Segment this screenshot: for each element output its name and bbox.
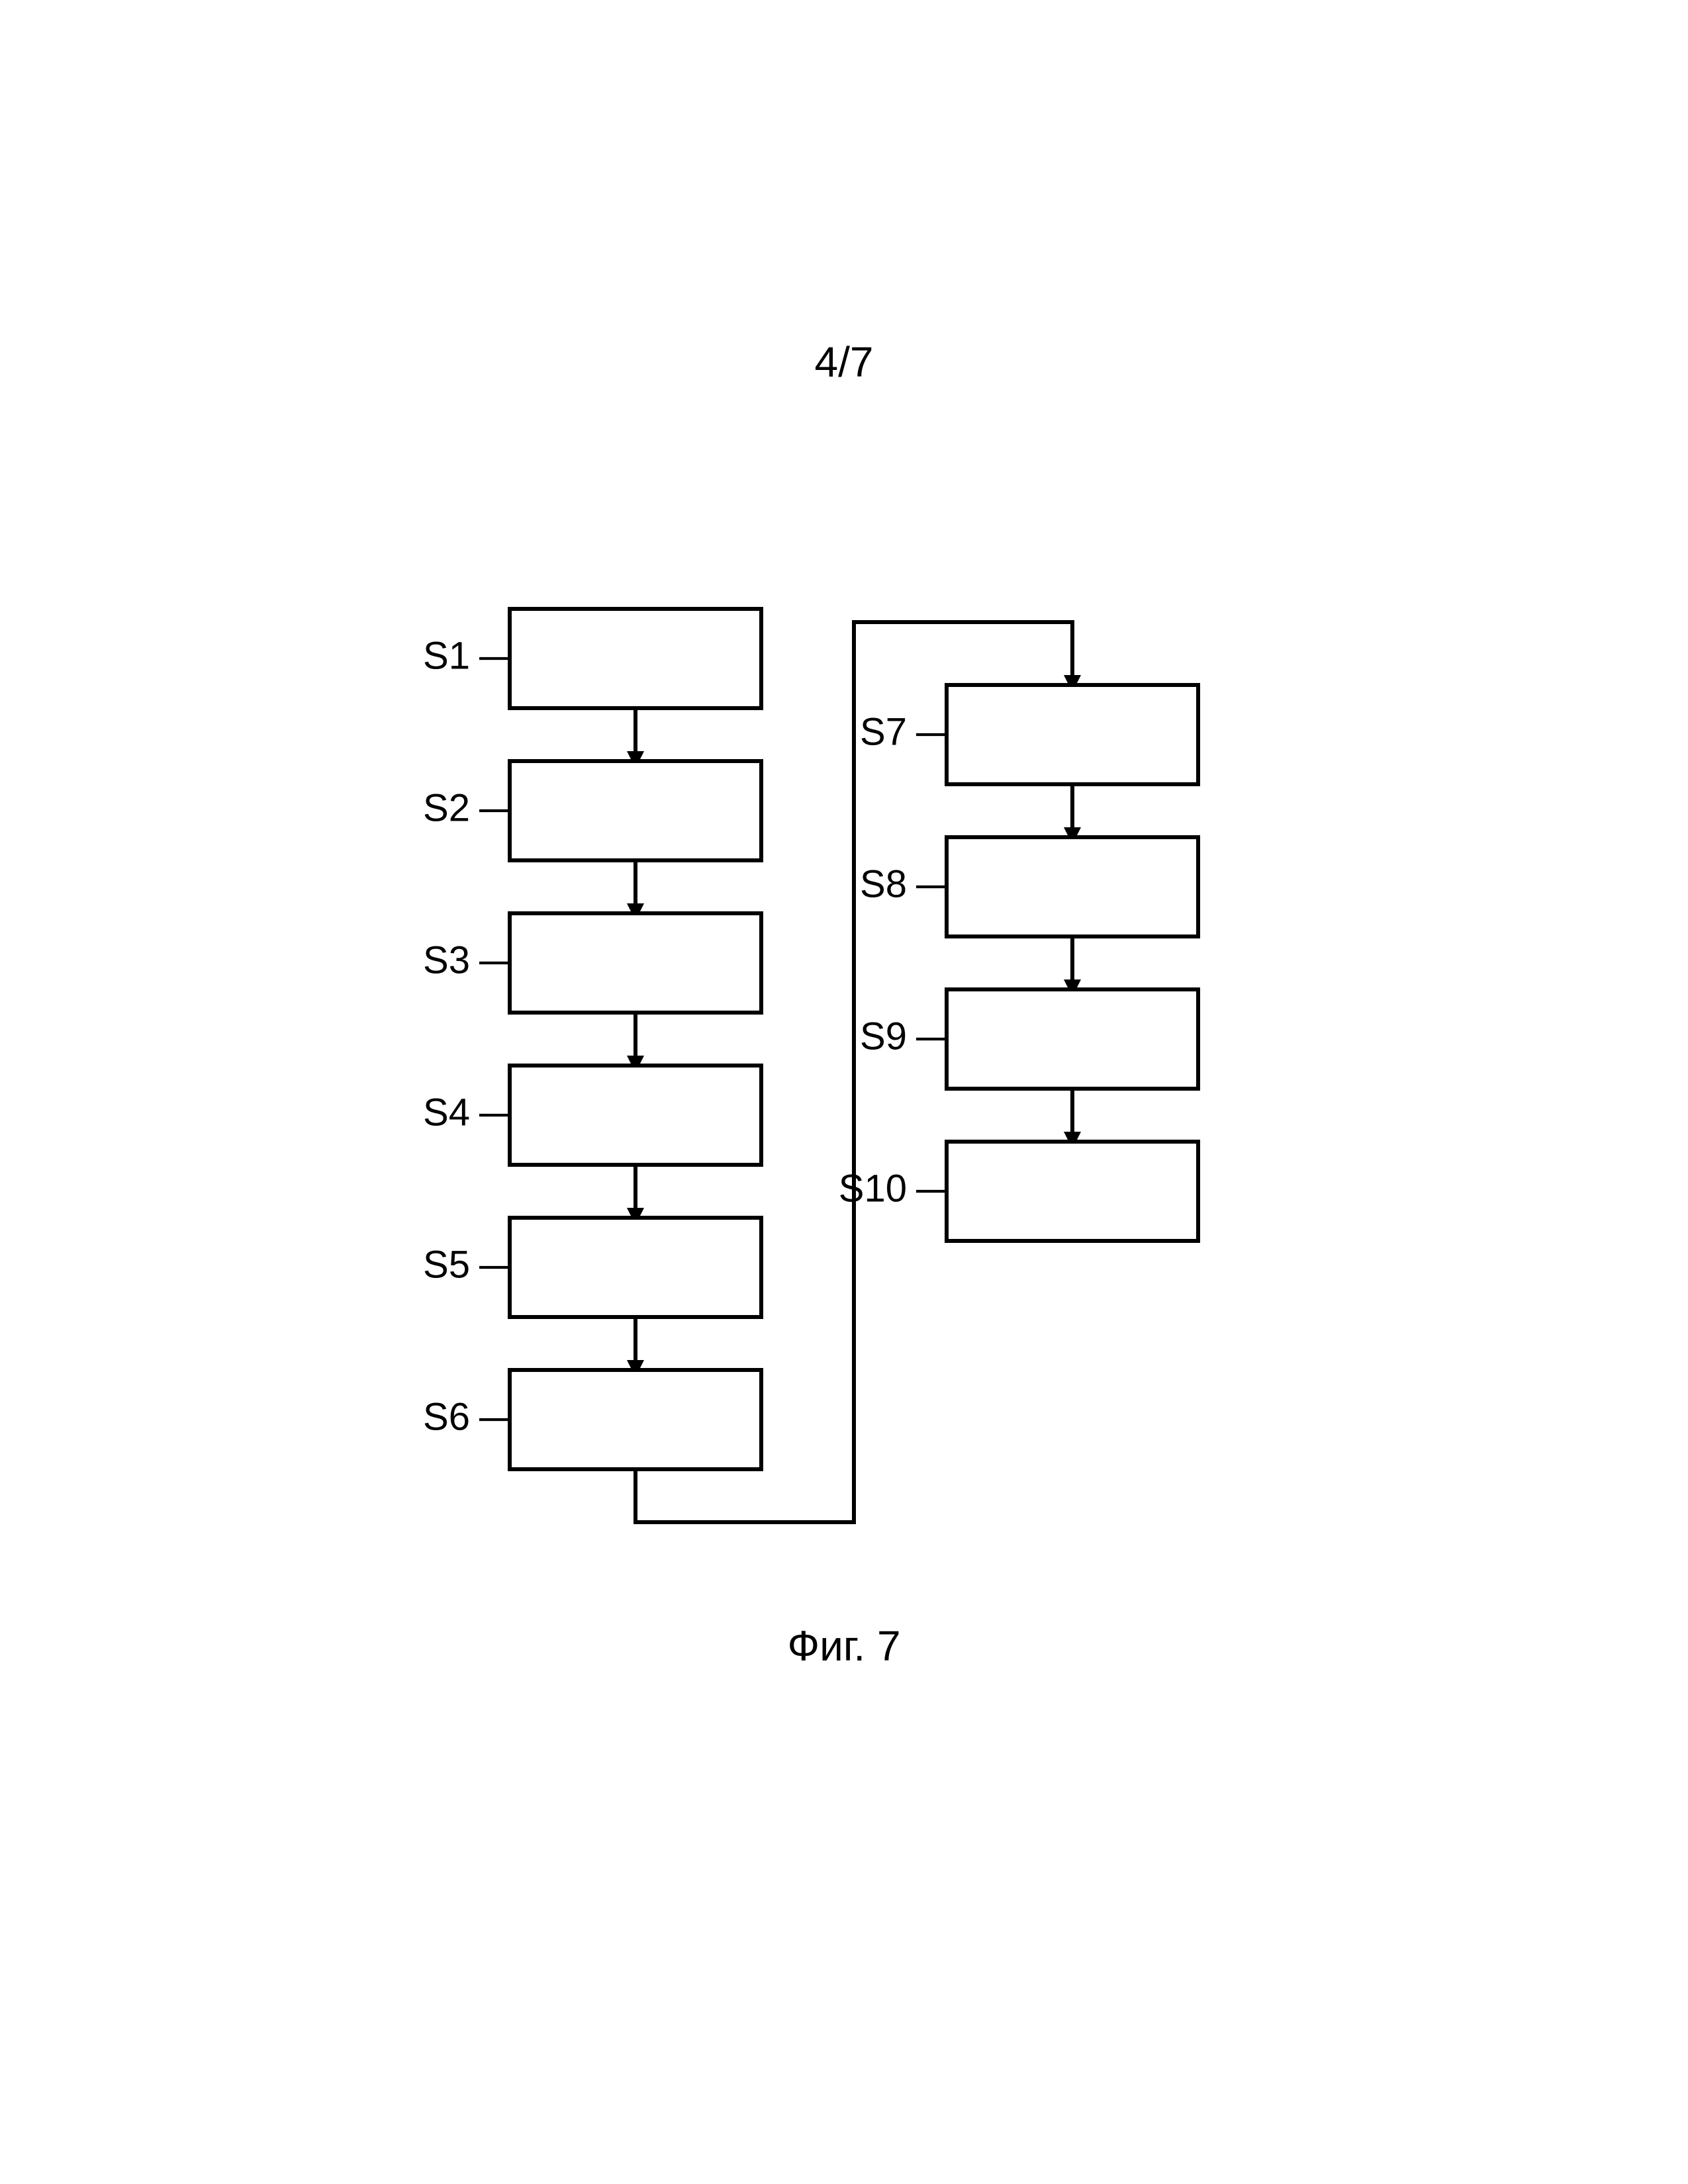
step-label-s7: S7 <box>860 710 907 753</box>
step-box-s3 <box>510 913 761 1013</box>
step-label-s5: S5 <box>423 1243 470 1286</box>
step-box-s2 <box>510 761 761 860</box>
step-label-s3: S3 <box>423 938 470 981</box>
step-label-s2: S2 <box>423 786 470 829</box>
step-label-s9: S9 <box>860 1015 907 1058</box>
step-box-s1 <box>510 609 761 708</box>
step-box-s4 <box>510 1066 761 1165</box>
step-label-s4: S4 <box>423 1091 470 1134</box>
step-box-s9 <box>947 989 1198 1089</box>
flowchart: S1 S2 S3 S4 S5 S6 S7 S8 S9 S10 <box>0 0 1688 2184</box>
step-box-s5 <box>510 1218 761 1317</box>
step-label-s8: S8 <box>860 862 907 905</box>
step-label-s10: S10 <box>839 1167 907 1210</box>
step-label-s6: S6 <box>423 1395 470 1438</box>
step-box-s6 <box>510 1370 761 1469</box>
step-box-s10 <box>947 1142 1198 1241</box>
step-box-s8 <box>947 837 1198 936</box>
step-label-s1: S1 <box>423 634 470 677</box>
step-box-s7 <box>947 685 1198 784</box>
